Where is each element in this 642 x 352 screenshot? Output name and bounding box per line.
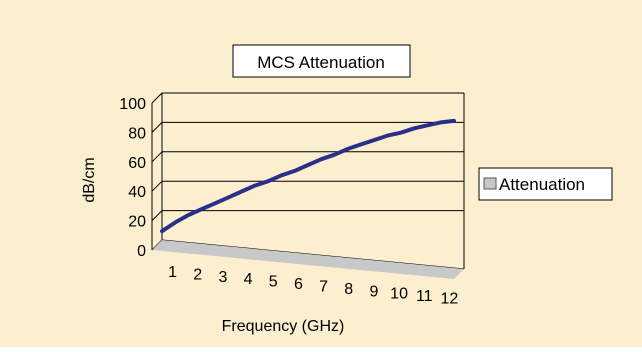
x-tick-labels: 1 2 3 4 5 6 7 8 9 10 11 12 xyxy=(168,264,458,308)
gridline-depth xyxy=(151,92,163,104)
x-tick-label: 9 xyxy=(369,283,378,300)
x-axis-label: Frequency (GHz) xyxy=(222,318,345,335)
chart-floor xyxy=(152,240,464,279)
legend-label: Attenuation xyxy=(499,175,585,194)
gridline-depth xyxy=(151,151,163,163)
x-tick-label: 1 xyxy=(168,264,177,281)
x-tick-label: 10 xyxy=(390,286,408,303)
x-tick-label: 2 xyxy=(193,266,202,283)
chart-floor-plane xyxy=(152,240,464,279)
y-tick-label: 0 xyxy=(137,243,146,260)
y-tick-labels: 0 20 40 60 80 100 xyxy=(119,96,146,260)
gridline-depth xyxy=(151,210,163,221)
series-line-attenuation xyxy=(160,118,456,234)
x-tick-label: 11 xyxy=(416,288,433,305)
x-tick-label: 4 xyxy=(244,271,253,288)
chart-title: MCS Attenuation xyxy=(257,53,385,72)
x-tick-label: 8 xyxy=(344,281,353,298)
x-tick-label: 12 xyxy=(441,291,459,308)
y-tick-label: 40 xyxy=(128,184,146,201)
x-tick-label: 5 xyxy=(269,274,278,291)
x-tick-label: 6 xyxy=(294,276,303,293)
legend-box xyxy=(478,167,613,201)
gridline-depth xyxy=(151,122,163,133)
gridline-depth xyxy=(151,180,163,192)
y-tick-label: 60 xyxy=(128,155,146,172)
y-tick-label: 80 xyxy=(128,125,146,142)
y-tick-label: 20 xyxy=(128,214,146,231)
series-lines xyxy=(160,118,456,234)
x-tick-label: 7 xyxy=(319,278,328,295)
legend-swatch xyxy=(483,177,497,190)
chart-title-box xyxy=(232,44,411,78)
x-tick-label: 3 xyxy=(218,269,227,286)
y-tick-label: 100 xyxy=(119,96,146,113)
grid-lines xyxy=(151,92,465,270)
y-axis-label: dB/cm xyxy=(81,157,98,202)
chart-axes xyxy=(151,93,465,269)
